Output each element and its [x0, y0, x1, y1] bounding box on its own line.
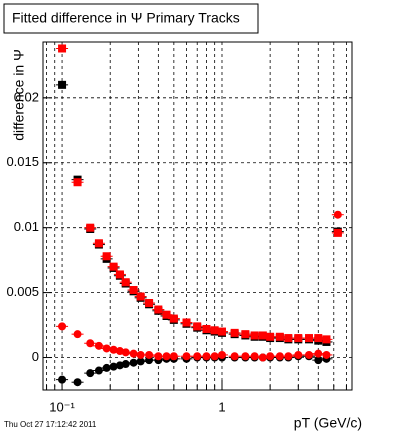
marker	[136, 357, 145, 366]
marker	[294, 334, 303, 343]
marker	[58, 322, 67, 331]
marker	[86, 223, 95, 232]
marker	[230, 328, 239, 337]
marker	[182, 318, 191, 327]
y-tick-label: 0	[32, 349, 39, 364]
marker	[284, 352, 293, 361]
marker	[241, 352, 250, 361]
marker	[333, 210, 342, 219]
marker	[241, 330, 250, 339]
marker	[322, 350, 331, 359]
marker	[73, 330, 82, 339]
marker	[258, 331, 267, 340]
marker	[102, 344, 111, 353]
marker	[169, 314, 178, 323]
y-tick-label: 0.01	[14, 219, 39, 234]
marker	[129, 286, 138, 295]
marker	[129, 358, 138, 367]
marker	[169, 352, 178, 361]
marker	[58, 44, 67, 53]
x-tick-label: 1	[218, 399, 225, 414]
marker	[154, 305, 163, 314]
marker	[94, 341, 103, 350]
marker	[109, 262, 118, 271]
marker	[314, 356, 323, 365]
marker	[86, 369, 95, 378]
marker	[210, 326, 219, 335]
marker	[193, 352, 202, 361]
marker	[258, 353, 267, 362]
marker	[121, 348, 130, 357]
marker	[275, 332, 284, 341]
chart-title: Fitted difference in Ψ Primary Tracks	[12, 10, 240, 26]
marker	[162, 352, 171, 361]
marker	[136, 350, 145, 359]
marker	[202, 352, 211, 361]
marker	[94, 239, 103, 248]
x-axis-label: pT (GeV/c)	[294, 415, 362, 431]
marker	[162, 310, 171, 319]
title-box	[3, 3, 259, 34]
y-tick-label: 0.015	[6, 154, 39, 169]
marker	[58, 375, 67, 384]
marker	[266, 332, 275, 341]
marker	[217, 350, 226, 359]
marker	[284, 334, 293, 343]
marker	[250, 331, 259, 340]
marker	[145, 350, 154, 359]
y-axis-label: difference in Ψ	[11, 49, 27, 141]
marker	[333, 228, 342, 237]
marker	[129, 349, 138, 358]
marker	[73, 178, 82, 187]
x-tick-label: 10⁻¹	[49, 399, 75, 414]
marker	[217, 327, 226, 336]
marker	[230, 352, 239, 361]
marker	[115, 270, 124, 279]
marker	[121, 278, 130, 287]
marker	[109, 362, 118, 371]
marker	[102, 252, 111, 261]
marker	[266, 352, 275, 361]
marker	[102, 363, 111, 372]
marker	[86, 339, 95, 348]
marker	[314, 334, 323, 343]
marker	[294, 350, 303, 359]
marker	[58, 80, 67, 89]
marker	[121, 360, 130, 369]
marker	[210, 352, 219, 361]
marker	[73, 378, 82, 387]
marker	[305, 350, 314, 359]
marker	[109, 345, 118, 354]
marker	[202, 324, 211, 333]
marker	[275, 352, 284, 361]
marker	[154, 352, 163, 361]
marker	[314, 349, 323, 358]
marker	[145, 299, 154, 307]
marker	[182, 352, 191, 361]
footer: Thu Oct 27 17:12:42 2011	[4, 420, 97, 429]
marker	[94, 366, 103, 375]
marker	[193, 322, 202, 331]
marker	[250, 352, 259, 361]
marker	[136, 292, 145, 301]
marker	[305, 334, 314, 343]
y-tick-label: 0.02	[14, 89, 39, 104]
y-tick-label: 0.005	[6, 284, 39, 299]
marker	[322, 335, 331, 344]
